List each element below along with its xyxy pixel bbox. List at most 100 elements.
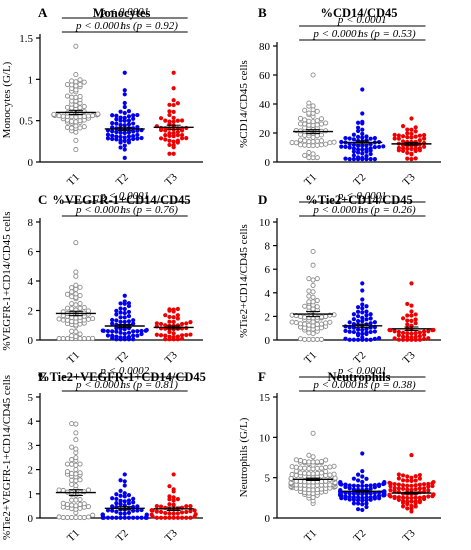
data-point bbox=[400, 504, 406, 509]
data-point bbox=[400, 316, 406, 321]
data-point bbox=[64, 501, 71, 507]
data-point bbox=[372, 136, 377, 141]
data-point bbox=[310, 134, 316, 140]
data-point bbox=[400, 486, 406, 491]
data-point bbox=[306, 322, 312, 328]
data-point bbox=[131, 515, 136, 520]
data-point bbox=[426, 336, 431, 341]
data-point bbox=[118, 118, 123, 123]
data-point bbox=[163, 137, 168, 142]
data-point bbox=[396, 133, 401, 138]
data-point bbox=[69, 457, 75, 463]
data-point bbox=[413, 487, 418, 492]
data-point bbox=[139, 507, 144, 513]
data-point bbox=[355, 128, 361, 134]
y-axis-label: Neutrophils (G/L) bbox=[238, 417, 250, 497]
data-point bbox=[314, 487, 320, 493]
data-point bbox=[314, 155, 320, 161]
data-point bbox=[167, 334, 172, 339]
data-point bbox=[122, 491, 127, 496]
data-point bbox=[171, 102, 176, 108]
data-point bbox=[56, 335, 62, 342]
data-point bbox=[343, 336, 348, 341]
data-point bbox=[360, 151, 365, 156]
data-point bbox=[392, 494, 397, 499]
data-point bbox=[60, 317, 66, 323]
data-point bbox=[421, 336, 427, 342]
data-point bbox=[405, 313, 410, 318]
data-point bbox=[144, 512, 149, 517]
y-tick-label: 0 bbox=[28, 513, 34, 525]
data-point bbox=[302, 459, 308, 465]
data-point bbox=[135, 329, 140, 334]
data-point bbox=[184, 509, 189, 515]
data-point bbox=[167, 119, 172, 124]
data-point bbox=[118, 319, 123, 324]
data-point bbox=[347, 136, 352, 141]
data-point bbox=[405, 495, 410, 501]
data-point bbox=[73, 446, 79, 452]
data-point bbox=[405, 156, 410, 161]
data-point bbox=[73, 483, 79, 489]
x-tick-label: T2 bbox=[351, 527, 368, 544]
data-point bbox=[77, 125, 83, 131]
data-point bbox=[118, 335, 123, 340]
data-point bbox=[405, 318, 410, 323]
data-point bbox=[297, 115, 304, 122]
data-point bbox=[314, 314, 320, 320]
data-point bbox=[372, 329, 377, 334]
data-point bbox=[364, 495, 369, 500]
data-point bbox=[110, 508, 115, 513]
data-point bbox=[122, 123, 127, 128]
data-point bbox=[69, 328, 75, 334]
data-point bbox=[355, 125, 361, 130]
data-point bbox=[135, 125, 140, 130]
data-point bbox=[167, 307, 172, 312]
data-point bbox=[400, 499, 406, 504]
data-point bbox=[175, 133, 180, 138]
chart-title: %VEGFR-1+CD14/CD45 bbox=[52, 193, 190, 207]
data-point bbox=[364, 153, 369, 159]
data-point bbox=[355, 134, 361, 139]
data-point bbox=[314, 321, 320, 327]
data-point bbox=[64, 317, 71, 323]
data-point bbox=[77, 118, 83, 124]
y-axis-label: Monocytes (G/L) bbox=[1, 61, 13, 138]
data-point bbox=[302, 470, 308, 476]
data-point bbox=[122, 335, 127, 340]
p-value-label: p < 0.0001 bbox=[312, 28, 362, 40]
data-point bbox=[179, 321, 185, 327]
data-point bbox=[306, 118, 312, 124]
data-point bbox=[351, 501, 356, 506]
data-point bbox=[405, 322, 410, 327]
data-point bbox=[81, 489, 87, 495]
data-point bbox=[392, 481, 397, 487]
data-point bbox=[122, 143, 127, 148]
data-point bbox=[289, 464, 295, 470]
data-point bbox=[360, 335, 365, 340]
data-point bbox=[310, 72, 316, 78]
data-point bbox=[368, 491, 373, 496]
data-point bbox=[392, 336, 397, 341]
data-point bbox=[314, 122, 320, 128]
data-point bbox=[364, 317, 369, 322]
data-point bbox=[77, 284, 83, 290]
data-point bbox=[163, 323, 168, 328]
data-point bbox=[409, 487, 414, 493]
data-point bbox=[364, 304, 369, 309]
x-tick-label: T3 bbox=[400, 171, 417, 188]
data-point bbox=[310, 262, 316, 268]
data-point bbox=[122, 110, 127, 116]
data-point bbox=[85, 113, 92, 119]
data-point bbox=[368, 329, 373, 335]
p-value-label: p < 0.0002 bbox=[99, 365, 149, 377]
data-point bbox=[351, 476, 356, 481]
data-point bbox=[310, 331, 316, 337]
data-point bbox=[179, 336, 185, 341]
x-tick-label: T1 bbox=[65, 171, 82, 188]
data-point bbox=[387, 480, 392, 485]
data-point bbox=[413, 156, 418, 161]
data-point bbox=[431, 479, 436, 485]
data-point bbox=[297, 321, 304, 327]
